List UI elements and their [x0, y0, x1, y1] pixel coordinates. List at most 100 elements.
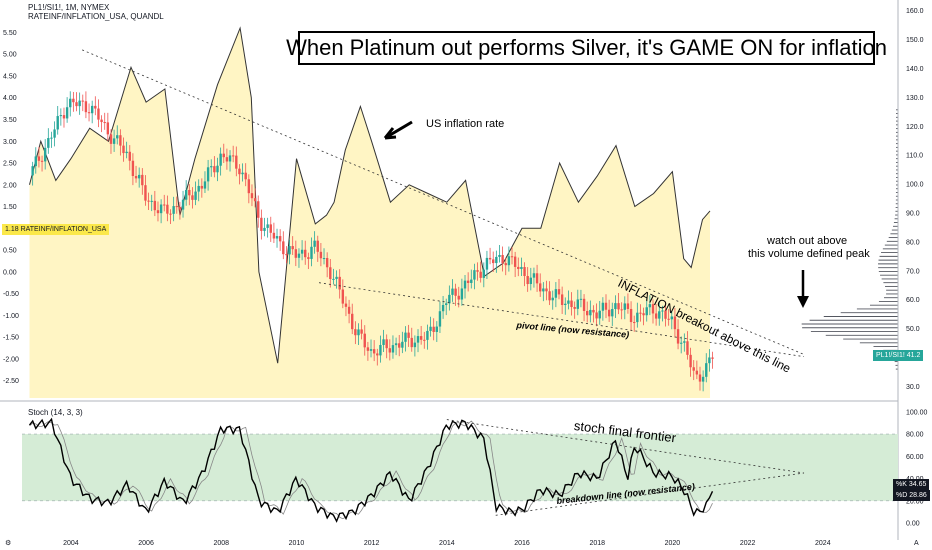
candle-body: [567, 300, 570, 304]
candle-body: [407, 332, 410, 338]
candle-body: [463, 280, 467, 289]
candle-body: [335, 276, 338, 279]
candle-body: [661, 310, 664, 312]
candle-body: [557, 289, 561, 295]
candle-body: [260, 217, 263, 231]
candle-body: [532, 273, 536, 278]
right-axis-tick: 140.0: [906, 66, 924, 73]
candle-body: [250, 193, 254, 199]
candle-body: [319, 251, 323, 259]
candle-body: [582, 298, 586, 311]
candle-body: [636, 312, 639, 323]
left-axis-tick: -1.00: [3, 313, 19, 320]
stoch-k-line: [28, 417, 714, 523]
candle-body: [163, 204, 166, 206]
candle-body: [457, 295, 460, 300]
overlay-title[interactable]: RATEINF/INFLATION_USA, QUANDL: [28, 12, 164, 21]
candle-body: [529, 277, 533, 285]
left-axis-tick: 0.00: [3, 269, 17, 276]
right-axis-tick: 120.0: [906, 124, 924, 131]
inflation-badge-name: RATEINF/INFLATION_USA: [20, 226, 107, 233]
candle-body: [394, 343, 398, 346]
candle-body: [65, 107, 69, 119]
right-axis-tick: 80.0: [906, 239, 920, 246]
candle-body: [134, 176, 138, 179]
candle-body: [78, 100, 81, 107]
candle-body: [476, 270, 479, 272]
candle-body: [539, 283, 542, 292]
candle-body: [72, 98, 75, 103]
candle-body: [438, 311, 442, 327]
candle-body: [50, 137, 53, 139]
candle-body: [282, 241, 285, 255]
candle-body: [188, 189, 191, 196]
candle-body: [332, 278, 335, 280]
symbol-title[interactable]: PL1!/SI1!, 1M, NYMEX: [28, 3, 110, 12]
candle-body: [504, 263, 507, 266]
candle-body: [376, 353, 379, 356]
candle-body: [372, 349, 376, 354]
candle-body: [59, 115, 63, 117]
settings-icon: ⚙: [5, 539, 11, 547]
candle-body: [150, 200, 153, 202]
candle-body: [679, 342, 683, 344]
candle-body: [507, 256, 511, 266]
candle-body: [103, 122, 106, 124]
candle-body: [692, 367, 695, 371]
candle-body: [648, 304, 652, 308]
stoch-axis-tick: 20.00: [906, 498, 924, 505]
candle-body: [670, 316, 673, 320]
candle-body: [47, 138, 50, 148]
candle-body: [554, 289, 558, 298]
chart-title: When Platinum out performs Silver, it's …: [286, 31, 887, 65]
candle-body: [498, 254, 501, 257]
candle-body: [510, 256, 514, 258]
candle-body: [676, 329, 680, 344]
candle-body: [617, 303, 620, 310]
left-axis-tick: 4.00: [3, 95, 17, 102]
candle-body: [203, 181, 207, 189]
candle-body: [166, 204, 169, 214]
right-axis-tick: 110.0: [906, 153, 923, 160]
candle-body: [307, 257, 310, 259]
candle-body: [288, 246, 291, 255]
candle-body: [219, 153, 222, 166]
left-axis-tick: 5.00: [3, 52, 17, 59]
candle-body: [285, 254, 288, 256]
left-axis-tick: -2.50: [3, 378, 19, 385]
candle-body: [275, 236, 279, 239]
candle-body: [329, 267, 332, 279]
candle-body: [178, 206, 182, 210]
candle-body: [598, 310, 601, 319]
candle-body: [441, 304, 445, 312]
candle-body: [172, 206, 175, 214]
candle-body: [325, 258, 329, 268]
candle-body: [683, 341, 686, 343]
left-axis-tick: 2.50: [3, 161, 17, 168]
right-axis-tick: 130.0: [906, 95, 924, 102]
inflation-breakout-line: [81, 49, 805, 355]
candle-body: [495, 256, 498, 264]
candle-body: [382, 339, 385, 345]
candle-body: [705, 363, 708, 377]
candle-body: [654, 313, 658, 319]
stoch-title[interactable]: Stoch (14, 3, 3): [28, 408, 83, 417]
x-axis-tick: 2010: [289, 540, 305, 547]
candle-body: [56, 116, 59, 130]
candle-body: [642, 313, 645, 316]
x-axis-tick: 2008: [213, 540, 229, 547]
candle-body: [611, 309, 614, 317]
candle-body: [360, 329, 363, 334]
candle-body: [128, 151, 131, 161]
candle-body: [520, 267, 523, 269]
candle-body: [169, 213, 172, 215]
candle-body: [266, 224, 269, 228]
candle-body: [632, 322, 636, 324]
inflation-line: [29, 26, 711, 364]
candle-body: [701, 376, 705, 382]
x-axis-tick: 2012: [364, 540, 380, 547]
candle-body: [357, 329, 360, 336]
left-axis-tick: 3.00: [3, 139, 17, 146]
candle-body: [304, 249, 307, 258]
